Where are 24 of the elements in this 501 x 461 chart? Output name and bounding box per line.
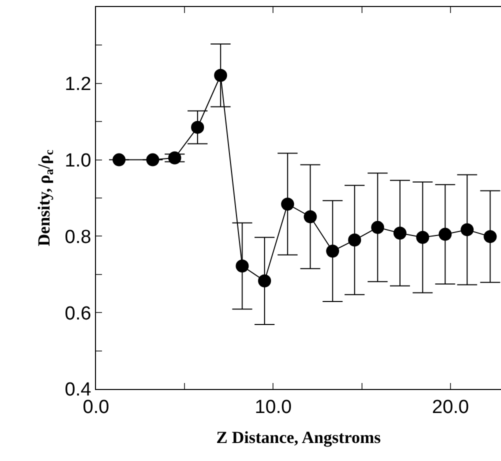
y-tick-label: 1.2 [64,74,92,96]
point [168,151,182,164]
point [112,153,126,166]
point [281,198,294,211]
x-axis-title: Z Distance, Angstroms [216,428,382,448]
point [146,153,160,166]
point [191,120,204,134]
point [393,226,406,240]
point [416,230,430,244]
point [438,228,452,241]
point [460,223,474,236]
y-tick-label: 0.6 [64,303,92,324]
x-tick-label: 20.0 [432,396,469,418]
point [214,68,228,82]
x-tick-label: 10.0 [254,396,292,418]
point [258,274,272,288]
point [326,244,340,258]
point [348,234,362,247]
point [371,220,384,234]
point [304,210,317,224]
point [484,230,497,244]
y-tick-label: 1.0 [64,150,92,172]
point [236,260,249,272]
y-tick-label: 0.8 [64,226,92,248]
